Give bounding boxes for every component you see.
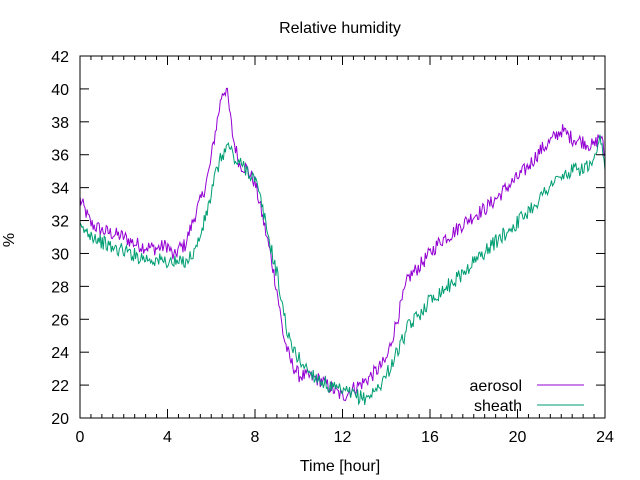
legend-label-sheath: sheath (474, 398, 522, 415)
legend-label-aerosol: aerosol (470, 378, 522, 395)
y-tick-label: 32 (51, 214, 69, 231)
series-line-sheath (79, 134, 606, 406)
y-tick-label: 34 (51, 181, 69, 198)
y-tick-label: 42 (51, 49, 69, 66)
x-axis-label: Time [hour] (300, 458, 380, 475)
x-tick-label: 4 (163, 429, 172, 446)
y-tick-label: 22 (51, 378, 69, 395)
axis-layer: 20 22 24 26 28 30 32 34 36 38 40 42 0 4 8 12 16 20 24 (51, 49, 614, 446)
y-tick-label: 26 (51, 312, 69, 329)
plot-frame (79, 55, 606, 419)
x-tick-label: 0 (76, 429, 85, 446)
x-tick-label: 16 (421, 429, 439, 446)
x-tick-label: 8 (251, 429, 260, 446)
y-tick-label: 38 (51, 115, 69, 132)
y-tick-label: 24 (51, 345, 69, 362)
chart-title: Relative humidity (279, 20, 401, 37)
series-layer (79, 87, 606, 406)
y-tick-label: 28 (51, 279, 69, 296)
x-tick-label: 20 (509, 429, 527, 446)
y-tick-label: 40 (51, 82, 69, 99)
y-tick-label: 36 (51, 148, 69, 165)
x-tick-label: 24 (596, 429, 614, 446)
legend: aerosol sheath (470, 378, 584, 415)
x-tick-label: 12 (334, 429, 352, 446)
y-tick-label: 30 (51, 246, 69, 263)
series-line-aerosol (79, 87, 606, 402)
y-axis-label: % (1, 233, 18, 247)
y-tick-label: 20 (51, 411, 69, 428)
